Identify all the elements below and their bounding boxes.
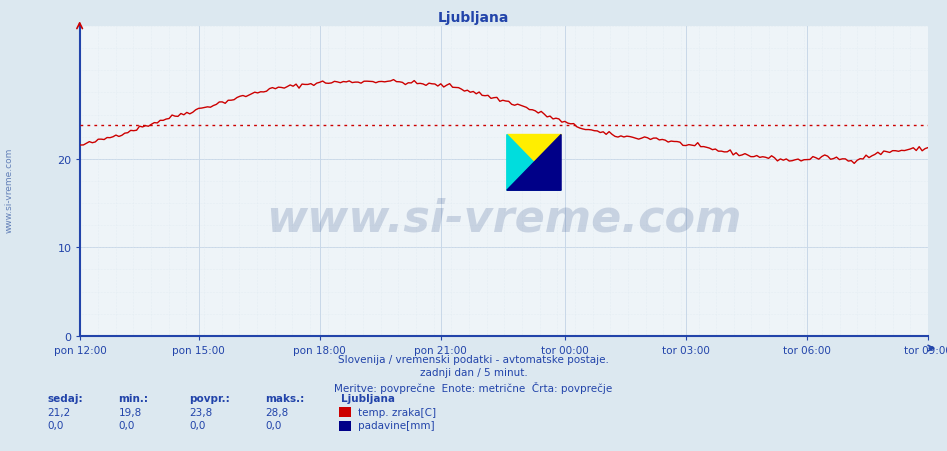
Text: 0,0: 0,0 — [265, 420, 281, 430]
Text: www.si-vreme.com: www.si-vreme.com — [5, 147, 14, 232]
Text: 19,8: 19,8 — [118, 407, 142, 417]
Text: Ljubljana: Ljubljana — [438, 11, 509, 25]
Text: 0,0: 0,0 — [47, 420, 63, 430]
Text: povpr.:: povpr.: — [189, 393, 230, 403]
Text: www.si-vreme.com: www.si-vreme.com — [266, 197, 742, 240]
Polygon shape — [507, 135, 561, 191]
Text: Slovenija / vremenski podatki - avtomatske postaje.: Slovenija / vremenski podatki - avtomats… — [338, 354, 609, 364]
Text: maks.:: maks.: — [265, 393, 304, 403]
Text: 21,2: 21,2 — [47, 407, 71, 417]
Text: Ljubljana: Ljubljana — [341, 393, 395, 403]
Text: 28,8: 28,8 — [265, 407, 289, 417]
Text: 0,0: 0,0 — [189, 420, 205, 430]
Text: sedaj:: sedaj: — [47, 393, 83, 403]
Text: temp. zraka[C]: temp. zraka[C] — [358, 407, 436, 417]
Text: zadnji dan / 5 minut.: zadnji dan / 5 minut. — [420, 368, 527, 377]
Polygon shape — [507, 135, 561, 191]
Text: min.:: min.: — [118, 393, 149, 403]
Text: 0,0: 0,0 — [118, 420, 134, 430]
Text: padavine[mm]: padavine[mm] — [358, 420, 435, 430]
Text: Meritve: povprečne  Enote: metrične  Črta: povprečje: Meritve: povprečne Enote: metrične Črta:… — [334, 381, 613, 393]
Text: 23,8: 23,8 — [189, 407, 213, 417]
Polygon shape — [507, 135, 561, 191]
